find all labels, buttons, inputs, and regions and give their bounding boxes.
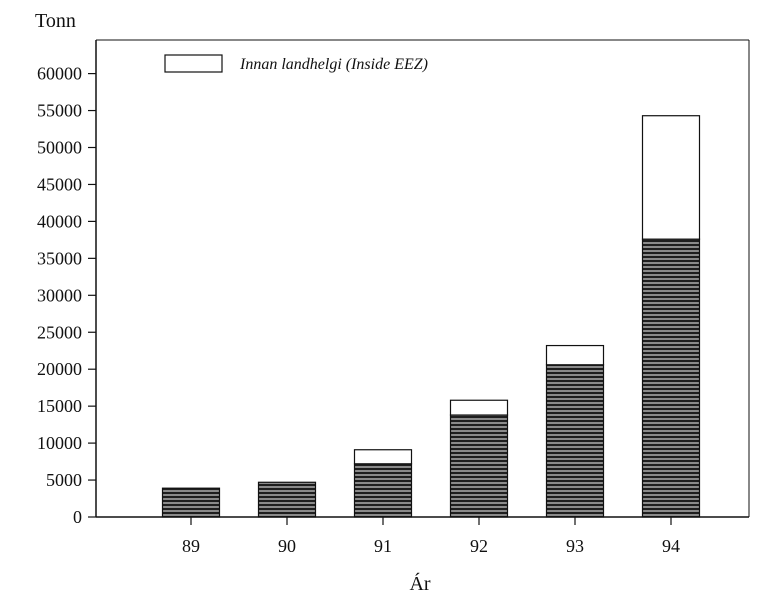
x-tick-label: 93 <box>566 536 584 556</box>
y-tick-label: 40000 <box>37 211 82 231</box>
y-tick-label: 15000 <box>37 396 82 416</box>
y-tick-label: 5000 <box>46 470 82 490</box>
x-axis-ticks: 89 90 91 92 93 94 <box>182 517 680 556</box>
bar-segment-inside-eez <box>449 399 509 416</box>
bars <box>161 115 701 518</box>
y-tick-label: 55000 <box>37 101 82 121</box>
y-tick-label: 60000 <box>37 64 82 84</box>
bar-segment-inside-eez <box>641 115 701 240</box>
y-axis-ticks: 0 5000 10000 15000 20000 25000 30000 35000 40000… <box>37 64 96 527</box>
bar-segment-hatched <box>641 238 701 518</box>
bar-segment-hatched <box>449 414 509 518</box>
legend-label-inside-eez: Innan landhelgi (Inside EEZ) <box>239 56 428 73</box>
y-axis-title: Tonn <box>35 10 76 32</box>
y-tick-label: 20000 <box>37 359 82 379</box>
y-tick-label: 0 <box>73 507 82 527</box>
bar-segment-hatched <box>353 463 413 518</box>
x-tick-label: 92 <box>470 536 488 556</box>
x-tick-label: 89 <box>182 536 200 556</box>
y-tick-label: 35000 <box>37 248 82 268</box>
bar-segment-inside-eez <box>545 344 605 366</box>
x-tick-label: 91 <box>374 536 392 556</box>
y-tick-label: 30000 <box>37 285 82 305</box>
bar-segment-hatched <box>161 487 221 518</box>
x-axis-title: Ár <box>409 572 430 595</box>
x-tick-label: 94 <box>662 536 680 556</box>
bar-segment-hatched <box>545 364 605 518</box>
y-tick-label: 45000 <box>37 174 82 194</box>
x-tick-label: 90 <box>278 536 296 556</box>
bar-segment-inside-eez <box>353 449 413 465</box>
bar-segment-hatched <box>257 481 317 518</box>
legend-swatch-inside-eez <box>164 54 223 73</box>
legend: Innan landhelgi (Inside EEZ) <box>164 54 428 73</box>
y-tick-label: 50000 <box>37 138 82 158</box>
y-tick-label: 25000 <box>37 322 82 342</box>
y-tick-label: 10000 <box>37 433 82 453</box>
